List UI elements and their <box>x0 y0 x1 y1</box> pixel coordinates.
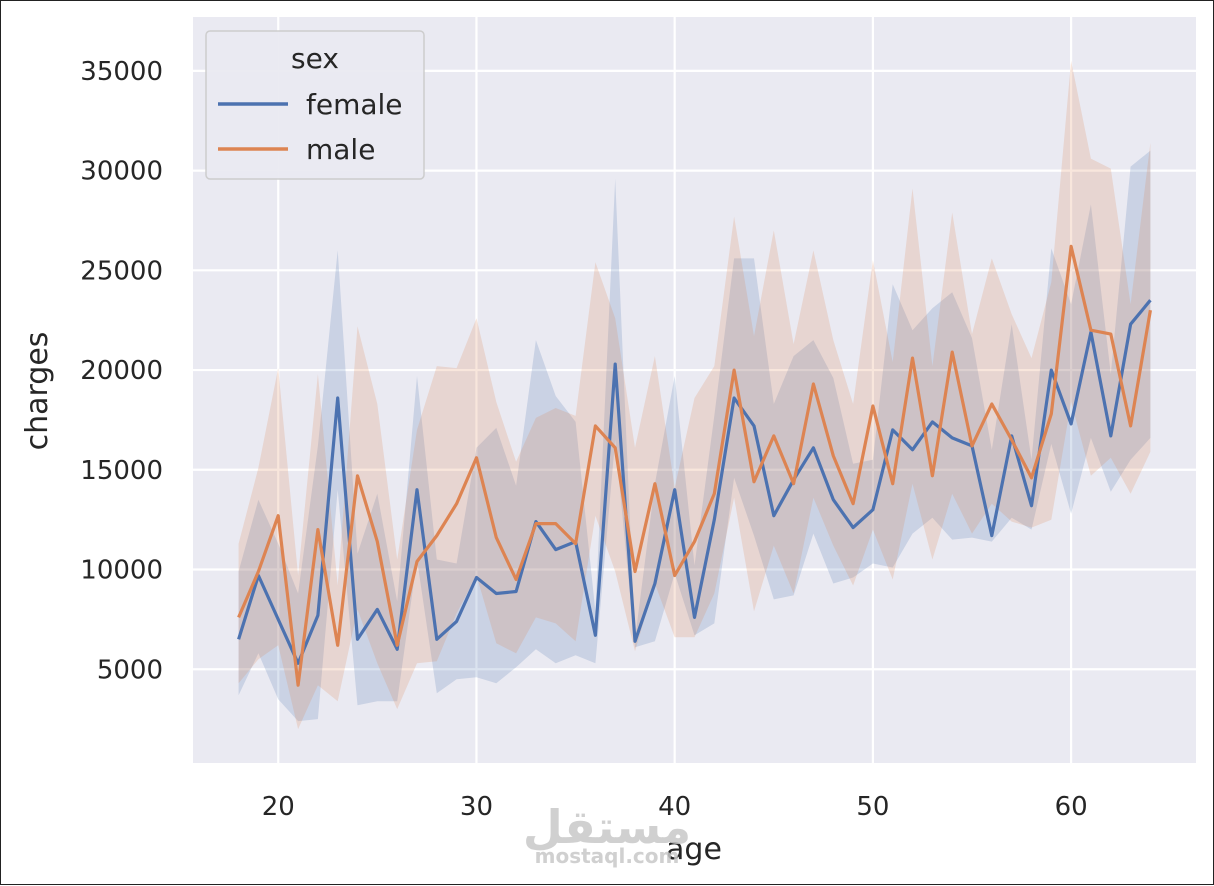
grid <box>193 17 1196 763</box>
y-tick-5000: 5000 <box>97 655 163 685</box>
watermark-latin: mostaql.com <box>535 844 680 868</box>
y-tick-labels: 5000 10000 15000 20000 25000 30000 35000 <box>80 57 163 685</box>
series-lines <box>237 244 1152 687</box>
legend-label-female: female <box>306 88 403 121</box>
watermark-arabic: مستقل <box>523 800 691 854</box>
ci-band-female <box>238 150 1151 722</box>
y-tick-20000: 20000 <box>80 356 163 386</box>
x-tick-20: 20 <box>262 792 295 822</box>
legend-box <box>205 30 425 180</box>
x-tick-30: 30 <box>460 792 493 822</box>
y-tick-35000: 35000 <box>80 57 163 87</box>
y-axis-label: charges <box>20 332 55 451</box>
watermark: مستقل mostaql.com <box>523 800 691 868</box>
y-tick-25000: 25000 <box>80 256 163 286</box>
x-tick-labels: 20 30 40 50 60 <box>262 792 1088 822</box>
y-tick-10000: 10000 <box>80 556 163 586</box>
x-axis-label: age <box>666 832 722 867</box>
legend-title: sex <box>291 42 339 75</box>
legend: sex female male <box>205 30 425 180</box>
confidence-bands <box>238 60 1151 730</box>
x-tick-50: 50 <box>856 792 889 822</box>
y-tick-15000: 15000 <box>80 456 163 486</box>
ci-band-male <box>238 60 1151 730</box>
x-tick-60: 60 <box>1055 792 1088 822</box>
legend-label-male: male <box>306 133 375 166</box>
series-line-male <box>237 244 1152 687</box>
y-tick-30000: 30000 <box>80 157 163 187</box>
x-tick-40: 40 <box>658 792 691 822</box>
series-line-female <box>237 299 1152 665</box>
